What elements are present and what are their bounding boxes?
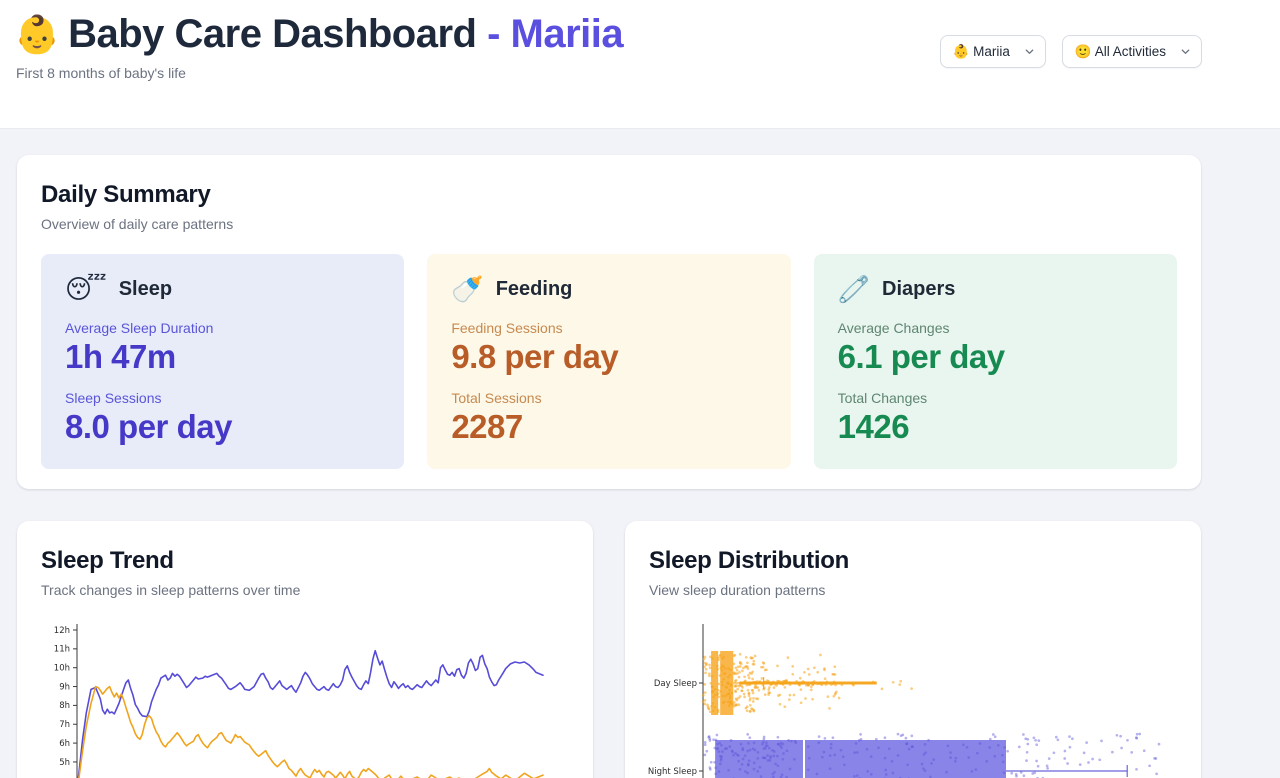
daily-summary-subtitle: Overview of daily care patterns <box>41 216 234 232</box>
sleep-distribution-subtitle: View sleep duration patterns <box>649 582 826 598</box>
svg-text:11h: 11h <box>54 645 70 655</box>
svg-text:7h: 7h <box>59 720 70 730</box>
page-title: Baby Care Dashboard - Mariia <box>68 12 624 57</box>
svg-text:10h: 10h <box>54 664 70 674</box>
sleep-trend-title: Sleep Trend <box>41 547 174 574</box>
sleep-trend-card: Sleep Trend Track changes in sleep patte… <box>17 521 593 778</box>
baby-select[interactable]: 👶 Mariia <box>939 35 1046 68</box>
main-content: Daily Summary Overview of daily care pat… <box>0 129 1280 778</box>
sleep-distribution-title: Sleep Distribution <box>649 547 849 574</box>
svg-text:8h: 8h <box>59 701 70 711</box>
summary-panels: 😴 Sleep Average Sleep Duration 1h 47m Sl… <box>41 254 1177 469</box>
feeding-panel-title: Feeding <box>495 277 573 300</box>
feeding-panel: 🍼 Feeding Feeding Sessions 9.8 per day T… <box>427 254 791 469</box>
diapers-panel: 🧷 Diapers Average Changes 6.1 per day To… <box>813 254 1177 469</box>
daily-summary-title: Daily Summary <box>41 181 211 208</box>
page-title-main: Baby Care Dashboard <box>68 12 477 56</box>
feeding-total-label: Total Sessions <box>451 390 542 407</box>
diaper-changes-value: 6.1 per day <box>837 338 1005 375</box>
page-subtitle: First 8 months of baby's life <box>16 65 186 81</box>
header: 👶 Baby Care Dashboard - Mariia First 8 m… <box>0 0 1280 129</box>
chevron-down-icon <box>1025 49 1034 54</box>
diaper-changes-label: Average Changes <box>837 320 950 336</box>
feeding-sessions-value: 9.8 per day <box>451 338 619 375</box>
header-controls: 👶 Mariia 🙂 All Activities <box>939 35 1202 68</box>
svg-text:5h: 5h <box>59 758 70 768</box>
baby-select-value: 👶 Mariia <box>952 43 1010 59</box>
sleep-sessions-label: Sleep Sessions <box>65 390 162 407</box>
sleep-sessions-value: 8.0 per day <box>65 408 232 446</box>
sleep-trend-subtitle: Track changes in sleep patterns over tim… <box>41 582 301 598</box>
safety-pin-icon: 🧷 <box>837 274 871 304</box>
sleep-panel: 😴 Sleep Average Sleep Duration 1h 47m Sl… <box>41 254 405 469</box>
baby-emoji-icon: 👶 <box>14 14 61 55</box>
sleep-duration-label: Average Sleep Duration <box>65 320 214 336</box>
activity-select[interactable]: 🙂 All Activities <box>1061 35 1202 68</box>
diaper-total-value: 1426 <box>837 408 910 446</box>
diapers-panel-title: Diapers <box>882 277 956 300</box>
sleeping-face-icon: 😴 <box>65 274 107 304</box>
svg-text:Night Sleep: Night Sleep <box>648 767 697 777</box>
title-separator: - <box>476 12 511 56</box>
svg-text:Day Sleep: Day Sleep <box>654 679 697 689</box>
chevron-down-icon <box>1181 49 1190 54</box>
svg-text:12h: 12h <box>54 626 70 636</box>
feeding-sessions-label: Feeding Sessions <box>451 320 563 336</box>
activity-select-value: 🙂 All Activities <box>1074 43 1166 59</box>
baby-name: Mariia <box>510 12 624 56</box>
sleep-distribution-card: Sleep Distribution View sleep duration p… <box>625 521 1201 778</box>
svg-text:6h: 6h <box>59 739 70 749</box>
baby-bottle-icon: 🍼 <box>451 274 484 304</box>
diaper-total-label: Total Changes <box>837 390 928 407</box>
daily-summary-card: Daily Summary Overview of daily care pat… <box>17 155 1201 489</box>
feeding-total-value: 2287 <box>451 408 523 446</box>
sleep-panel-title: Sleep <box>118 277 173 300</box>
title-row: 👶 Baby Care Dashboard - Mariia <box>14 12 1280 57</box>
svg-text:9h: 9h <box>59 682 70 692</box>
charts-row: Sleep Trend Track changes in sleep patte… <box>17 521 1263 778</box>
sleep-duration-value: 1h 47m <box>65 338 176 375</box>
